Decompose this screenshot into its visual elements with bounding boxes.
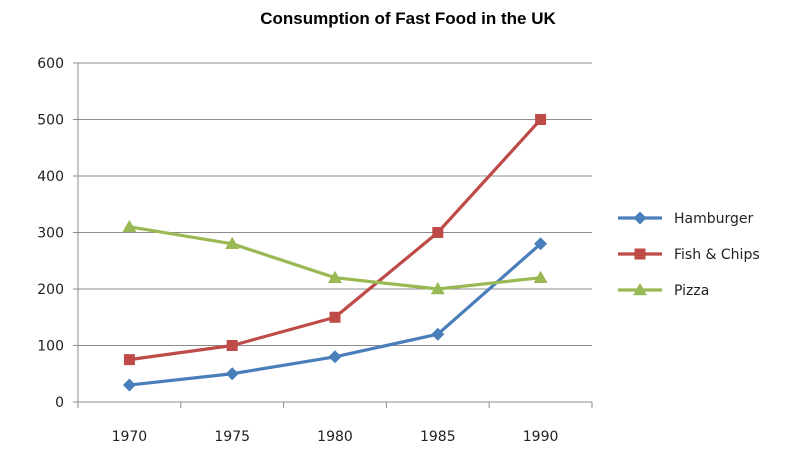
data-point-hamburger — [534, 237, 548, 251]
data-point-hamburger — [431, 327, 445, 341]
series-pizza — [122, 219, 548, 295]
data-point-pizza — [328, 270, 342, 283]
x-axis-ticks: 1970 1975 1980 1985 1990 — [77, 402, 593, 445]
legend-item-fish-chips: Fish & Chips — [618, 247, 760, 263]
data-point-fish-chips — [329, 311, 341, 323]
legend-marker — [633, 283, 647, 296]
legend-label: Hamburger — [674, 211, 754, 227]
chart-title: Consumption of Fast Food in the UK — [260, 9, 556, 28]
y-axis-ticks: 0 100 200 300 400 500 600 — [37, 56, 78, 411]
series-fish-chips — [123, 114, 547, 366]
y-tick-label: 200 — [37, 282, 64, 298]
y-tick-label: 0 — [55, 395, 64, 411]
x-tick-label: 1985 — [420, 429, 456, 445]
x-tick-label: 1970 — [112, 429, 148, 445]
legend-item-pizza: Pizza — [618, 283, 709, 299]
data-point-pizza — [533, 270, 548, 283]
data-point-pizza — [225, 236, 240, 250]
legend-label: Fish & Chips — [674, 247, 760, 263]
legend-marker — [634, 248, 646, 260]
y-tick-label: 100 — [37, 339, 64, 355]
data-point-pizza — [122, 219, 137, 233]
data-point-fish-chips — [226, 340, 238, 351]
data-point-fish-chips — [123, 354, 135, 366]
x-tick-label: 1980 — [317, 429, 353, 445]
data-point-hamburger — [328, 350, 342, 364]
legend-marker — [633, 211, 647, 225]
legend: Hamburger Fish & Chips Pizza — [618, 211, 760, 299]
data-point-hamburger — [122, 378, 136, 392]
series-hamburger — [122, 237, 548, 392]
data-point-hamburger — [225, 367, 239, 381]
legend-label: Pizza — [674, 283, 709, 299]
data-point-pizza — [430, 282, 445, 295]
x-tick-label: 1975 — [214, 429, 250, 445]
data-point-fish-chips — [535, 114, 547, 125]
series-group — [122, 114, 548, 392]
y-tick-label: 600 — [37, 56, 64, 72]
y-tick-label: 300 — [37, 226, 64, 242]
series-line-fish-chips — [129, 118, 542, 362]
legend-item-hamburger: Hamburger — [618, 211, 754, 227]
x-tick-label: 1990 — [523, 429, 559, 445]
y-tick-label: 400 — [37, 169, 64, 185]
data-point-fish-chips — [432, 227, 444, 238]
y-tick-label: 500 — [37, 113, 64, 129]
